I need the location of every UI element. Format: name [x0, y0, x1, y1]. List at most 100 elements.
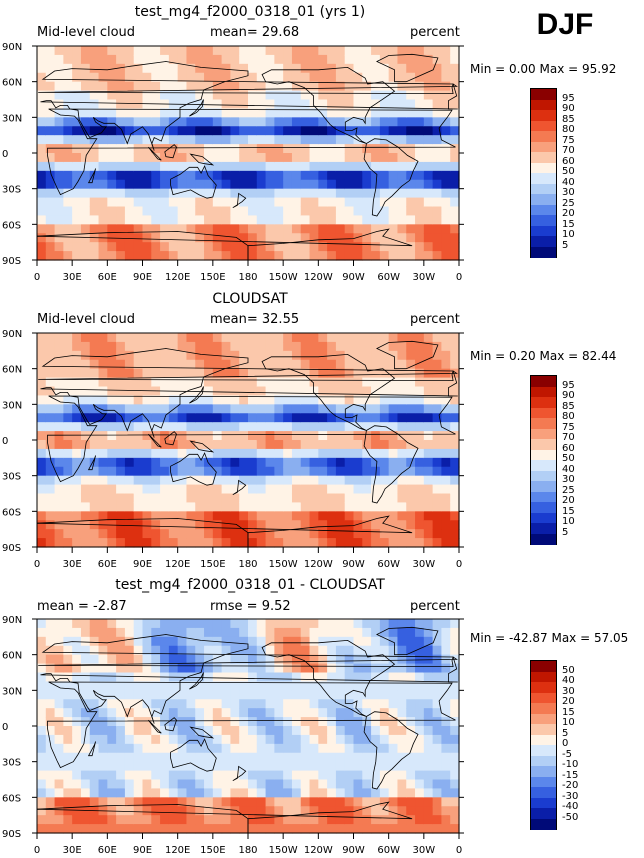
field-cell [274, 681, 284, 691]
field-cell [45, 457, 56, 468]
field-cell [160, 170, 170, 181]
field-cell [371, 815, 381, 825]
field-cell [54, 108, 64, 118]
field-cell [63, 108, 73, 118]
field-cell [432, 72, 443, 83]
field-cell [212, 520, 223, 530]
field-cell [432, 215, 443, 225]
field-cell [98, 484, 108, 495]
field-cell [397, 359, 407, 370]
field-cell [362, 99, 372, 110]
field-cell [327, 206, 337, 217]
field-cell [379, 690, 390, 700]
field-cell [54, 788, 64, 798]
field-cell [177, 170, 188, 181]
field-cell [221, 404, 232, 414]
field-cell [142, 779, 152, 790]
field-cell [195, 206, 205, 217]
field-cell [265, 815, 275, 825]
field-cell [195, 170, 205, 181]
field-cell [230, 233, 240, 243]
field-cell [116, 708, 126, 718]
field-cell [54, 63, 64, 74]
field-cell [54, 404, 64, 414]
field-cell [309, 377, 319, 388]
field-cell [318, 761, 328, 772]
field-cell [318, 359, 328, 370]
field-cell [274, 779, 284, 790]
field-cell [98, 63, 108, 74]
field-cell [107, 188, 117, 199]
field-cell [160, 520, 170, 530]
field-cell [151, 46, 161, 56]
field-cell [37, 215, 47, 225]
field-cell [160, 538, 170, 548]
field-cell [63, 779, 73, 790]
field-cell [151, 511, 161, 521]
field-cell [80, 350, 91, 361]
colorbar-label: 20 [562, 495, 575, 506]
field-cell [397, 224, 407, 234]
field-cell [177, 126, 188, 136]
field-cell [256, 457, 267, 468]
field-cell [212, 153, 223, 163]
field-cell [353, 206, 363, 217]
field-cell [406, 135, 416, 145]
field-cell [291, 99, 302, 110]
coastline-eurasia [40, 61, 458, 151]
lon-label: 0 [34, 845, 40, 856]
colorbar-swatch [531, 692, 556, 704]
field-cell [450, 350, 460, 361]
field-cell [133, 824, 144, 834]
lon-label: 180 [238, 559, 257, 570]
field-cell [230, 770, 240, 781]
field-cell [72, 144, 82, 154]
field-cell [142, 108, 152, 118]
field-cell [362, 708, 372, 718]
field-cell [124, 404, 135, 414]
field-cell [406, 466, 416, 477]
field-cell [37, 788, 47, 798]
lat-label: 60N [2, 78, 22, 89]
field-cell [239, 440, 249, 450]
field-cell [168, 779, 179, 790]
field-cell [133, 54, 144, 65]
field-cell [283, 538, 293, 548]
field-cell [318, 654, 328, 665]
field-cell [353, 681, 363, 691]
field-cell [344, 46, 355, 56]
field-cell [89, 72, 100, 83]
field-cell [80, 529, 91, 539]
colorbar-swatch [531, 99, 556, 111]
field-cell [415, 117, 425, 127]
field-cell [151, 54, 161, 65]
field-cell [124, 224, 135, 234]
field-cell [432, 206, 443, 217]
field-cell [45, 422, 56, 432]
field-cell [335, 627, 346, 638]
field-cell [291, 457, 302, 468]
field-cell [388, 99, 399, 110]
field-cell [142, 431, 152, 441]
field-cell [186, 448, 196, 459]
field-cell [388, 117, 399, 127]
field-cell [362, 81, 372, 92]
field-cell [107, 341, 117, 352]
field-cell [327, 708, 337, 718]
field-cell [327, 233, 337, 243]
field-cell [116, 752, 126, 763]
field-cell [432, 179, 443, 190]
field-cell [335, 466, 346, 477]
field-cell [291, 520, 302, 530]
field-cell [221, 170, 232, 181]
field-cell [63, 206, 73, 217]
field-cell [195, 333, 205, 343]
field-cell [309, 350, 319, 361]
field-cell [335, 99, 346, 110]
field-cell [54, 126, 64, 136]
field-cell [335, 386, 346, 397]
field-cell [450, 717, 460, 727]
field-cell [423, 636, 434, 647]
field-cell [124, 466, 135, 477]
field-cell [335, 333, 346, 343]
